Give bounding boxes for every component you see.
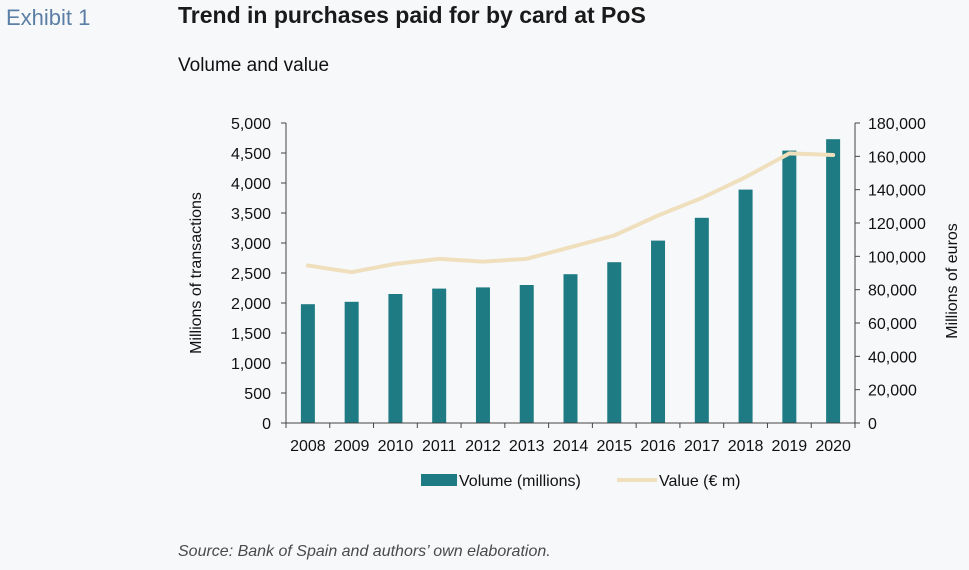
x-tick-label: 2012 <box>465 438 501 455</box>
left-tick-label: 1,000 <box>231 356 271 373</box>
bar-2015 <box>607 262 622 423</box>
y-axis-title: Millions of transactions <box>188 192 205 354</box>
right-tick-label: 140,000 <box>868 183 926 200</box>
exhibit-label: Exhibit 1 <box>6 5 91 30</box>
left-tick-label: 500 <box>244 386 271 403</box>
bar-2011 <box>432 288 447 423</box>
bar-2019 <box>782 150 797 423</box>
left-tick-label: 0 <box>262 416 271 433</box>
legend-label-volume: Volume (millions) <box>459 473 581 490</box>
right-tick-label: 80,000 <box>868 283 917 300</box>
right-tick-label: 120,000 <box>868 216 926 233</box>
bar-2018 <box>738 189 753 423</box>
bar-2008 <box>300 304 315 423</box>
right-tick-label: 160,000 <box>868 149 926 166</box>
x-tick-label: 2009 <box>334 438 370 455</box>
left-tick-label: 3,000 <box>231 236 271 253</box>
bar-2016 <box>651 240 666 423</box>
x-tick-label: 2019 <box>772 438 808 455</box>
bar-2017 <box>694 217 709 423</box>
right-tick-label: 20,000 <box>868 383 917 400</box>
x-tick-label: 2015 <box>596 438 632 455</box>
right-tick-label: 40,000 <box>868 349 917 366</box>
bar-2009 <box>344 301 359 423</box>
left-tick-label: 2,500 <box>231 266 271 283</box>
bar-2014 <box>563 274 578 423</box>
x-tick-label: 2013 <box>509 438 545 455</box>
x-tick-label: 2008 <box>290 438 326 455</box>
bar-2013 <box>519 285 534 423</box>
source-note: Source: Bank of Spain and authors’ own e… <box>178 543 551 560</box>
x-tick-label: 2014 <box>553 438 589 455</box>
left-tick-label: 5,000 <box>231 116 271 133</box>
x-tick-label: 2017 <box>684 438 720 455</box>
bar-2012 <box>475 287 490 423</box>
x-tick-label: 2016 <box>640 438 676 455</box>
x-tick-label: 2010 <box>378 438 414 455</box>
y2-axis-title: Millions of euros <box>944 223 961 339</box>
left-tick-label: 1,500 <box>231 326 271 343</box>
left-tick-label: 3,500 <box>231 206 271 223</box>
chart-subtitle: Volume and value <box>178 55 330 76</box>
bar-2010 <box>388 294 403 423</box>
right-tick-label: 180,000 <box>868 116 926 133</box>
right-tick-label: 60,000 <box>868 316 917 333</box>
x-tick-label: 2020 <box>815 438 851 455</box>
right-tick-label: 100,000 <box>868 249 926 266</box>
legend-label-value: Value (€ m) <box>659 473 741 490</box>
legend-swatch-volume <box>421 474 457 486</box>
left-tick-label: 4,500 <box>231 146 271 163</box>
chart-title: Trend in purchases paid for by card at P… <box>178 2 646 28</box>
right-tick-label: 0 <box>868 416 877 433</box>
left-tick-label: 2,000 <box>231 296 271 313</box>
left-tick-label: 4,000 <box>231 176 271 193</box>
x-tick-label: 2018 <box>728 438 764 455</box>
value-line <box>305 151 836 275</box>
bar-2020 <box>826 139 841 423</box>
x-tick-label: 2011 <box>422 438 457 455</box>
